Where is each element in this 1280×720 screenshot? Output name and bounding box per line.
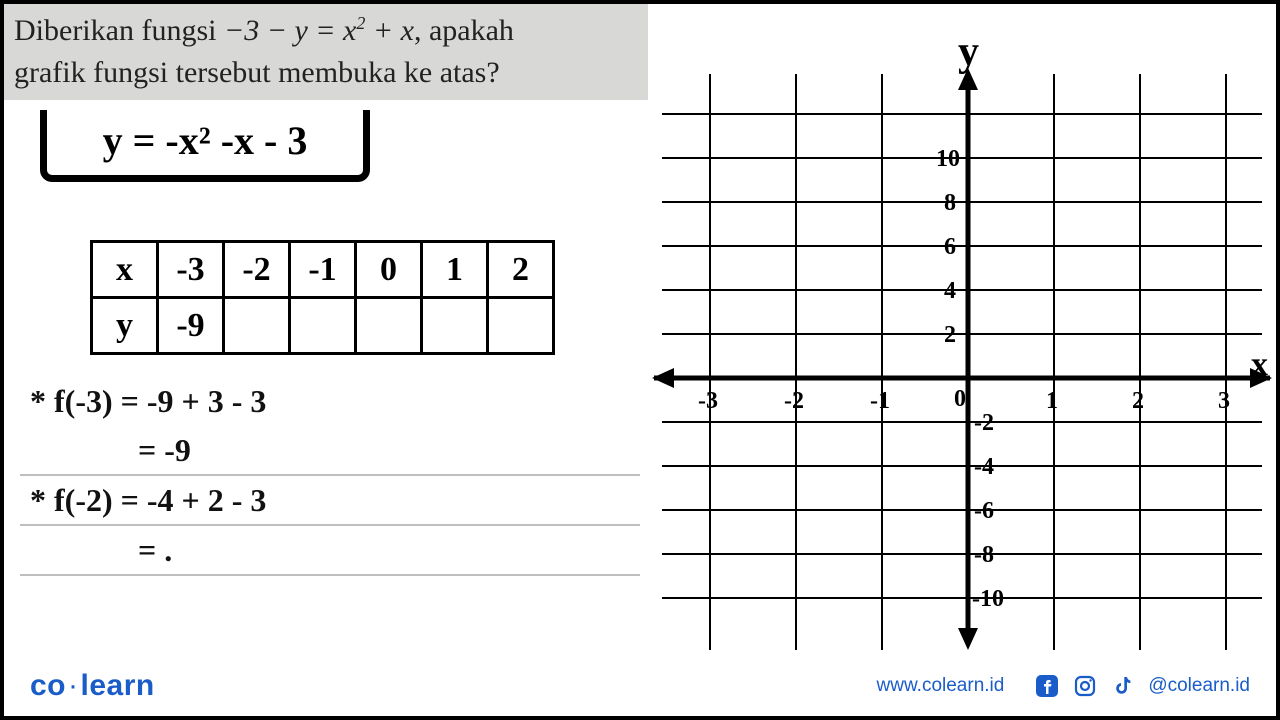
table-cell: 2 — [488, 242, 554, 298]
svg-text:-2: -2 — [784, 388, 804, 414]
svg-text:0: 0 — [954, 386, 966, 412]
table-cell — [356, 298, 422, 354]
svg-text:-3: -3 — [698, 388, 718, 414]
table-cell: -9 — [158, 298, 224, 354]
work-text: = . — [30, 532, 172, 569]
social-handle: @colearn.id — [1148, 675, 1250, 697]
svg-text:3: 3 — [1218, 388, 1230, 414]
work-area: * f(-3) = -9 + 3 - 3 = -9 * f(-2) = -4 +… — [20, 376, 640, 576]
svg-text:2: 2 — [1132, 388, 1144, 414]
graph-grid: 2 4 6 8 10 -2 -4 -6 -8 -10 0 1 2 3 -1 -2… — [648, 10, 1276, 650]
svg-text:-10: -10 — [972, 586, 1004, 612]
table-cell: 0 — [356, 242, 422, 298]
value-table: x -3 -2 -1 0 1 2 y -9 — [90, 240, 555, 355]
svg-text:-6: -6 — [974, 498, 994, 524]
svg-text:4: 4 — [944, 278, 956, 304]
brand-right: learn — [81, 669, 155, 702]
table-cell — [290, 298, 356, 354]
work-text: * f(-3) = -9 + 3 - 3 — [30, 383, 266, 420]
svg-text:10: 10 — [936, 146, 960, 172]
table-cell — [422, 298, 488, 354]
graph: y x — [648, 10, 1276, 650]
table-cell: -3 — [158, 242, 224, 298]
footer-url: www.colearn.id — [877, 675, 1005, 697]
work-text: * f(-2) = -4 + 2 - 3 — [30, 482, 266, 519]
work-line: = -9 — [20, 426, 640, 476]
svg-text:6: 6 — [944, 234, 956, 260]
svg-text:-1: -1 — [870, 388, 890, 414]
brand-logo: co·learn — [30, 669, 155, 703]
table-cell — [224, 298, 290, 354]
svg-text:-8: -8 — [974, 542, 994, 568]
table-cell: -1 — [290, 242, 356, 298]
table-cell: 1 — [422, 242, 488, 298]
work-text: = -9 — [30, 432, 191, 469]
table-cell: y — [92, 298, 158, 354]
question-equation: −3 − y = x2 + x — [224, 14, 414, 47]
work-line: * f(-2) = -4 + 2 - 3 — [20, 476, 640, 526]
question-line-2: grafik fungsi tersebut membuka ke atas? — [14, 56, 500, 89]
footer-right: www.colearn.id @colearn.id — [877, 673, 1250, 699]
rearranged-equation-box: y = -x² -x - 3 — [40, 110, 370, 182]
table-row: x -3 -2 -1 0 1 2 — [92, 242, 554, 298]
work-line: * f(-3) = -9 + 3 - 3 — [20, 376, 640, 426]
facebook-icon — [1034, 673, 1060, 699]
tiktok-icon — [1110, 673, 1136, 699]
question-line-1-post: , apakah — [414, 14, 514, 47]
svg-text:-2: -2 — [974, 410, 994, 436]
table-cell: -2 — [224, 242, 290, 298]
svg-text:-4: -4 — [974, 454, 994, 480]
table-row: y -9 — [92, 298, 554, 354]
table-cell: x — [92, 242, 158, 298]
svg-text:1: 1 — [1046, 388, 1058, 414]
table-cell — [488, 298, 554, 354]
svg-text:8: 8 — [944, 190, 956, 216]
question-line-1-pre: Diberikan fungsi — [14, 14, 224, 47]
footer: co·learn www.colearn.id @colearn.id — [0, 656, 1280, 716]
work-line: = . — [20, 526, 640, 576]
instagram-icon — [1072, 673, 1098, 699]
question-box: Diberikan fungsi −3 − y = x2 + x, apakah… — [4, 4, 648, 100]
rearranged-equation: y = -x² -x - 3 — [103, 117, 308, 164]
brand-left: co — [30, 669, 66, 702]
svg-text:2: 2 — [944, 322, 956, 348]
